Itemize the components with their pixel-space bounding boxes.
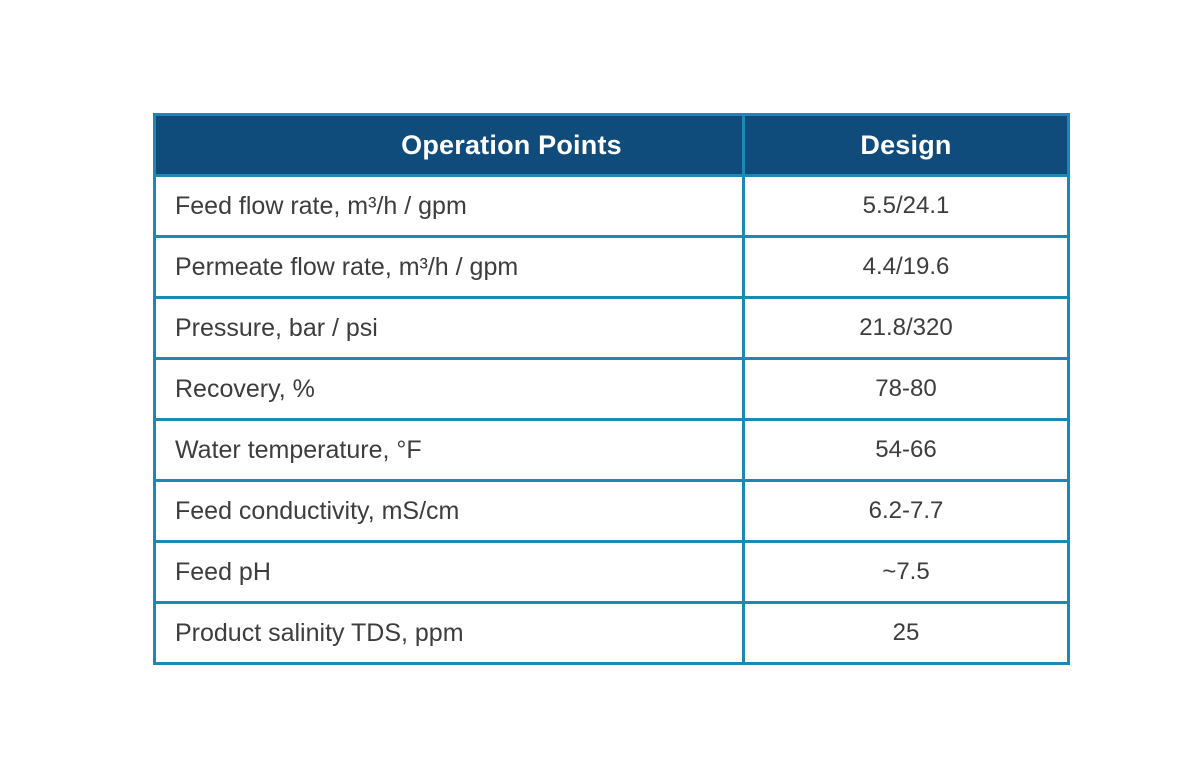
row-label-product-salinity: Product salinity TDS, ppm [153, 601, 745, 665]
row-value-permeate-flow-rate: 4.4/19.6 [742, 235, 1070, 299]
header-design: Design [742, 113, 1070, 177]
table-row: Water temperature, °F 54-66 [153, 418, 1070, 482]
header-operation-points: Operation Points [153, 113, 745, 177]
row-value-feed-conductivity: 6.2-7.7 [742, 479, 1070, 543]
row-value-pressure: 21.8/320 [742, 296, 1070, 360]
row-value-feed-flow-rate: 5.5/24.1 [742, 174, 1070, 238]
table-row: Permeate flow rate, m³/h / gpm 4.4/19.6 [153, 235, 1070, 299]
row-value-recovery: 78-80 [742, 357, 1070, 421]
row-label-water-temperature: Water temperature, °F [153, 418, 745, 482]
table-row: Feed conductivity, mS/cm 6.2-7.7 [153, 479, 1070, 543]
table-row: Pressure, bar / psi 21.8/320 [153, 296, 1070, 360]
table-row: Product salinity TDS, ppm 25 [153, 601, 1070, 665]
row-label-permeate-flow-rate: Permeate flow rate, m³/h / gpm [153, 235, 745, 299]
header-row: Operation Points Design [153, 113, 1070, 177]
row-label-pressure: Pressure, bar / psi [153, 296, 745, 360]
row-value-water-temperature: 54-66 [742, 418, 1070, 482]
row-value-product-salinity: 25 [742, 601, 1070, 665]
row-label-recovery: Recovery, % [153, 357, 745, 421]
row-label-feed-ph: Feed pH [153, 540, 745, 604]
row-value-feed-ph: ~7.5 [742, 540, 1070, 604]
row-label-feed-conductivity: Feed conductivity, mS/cm [153, 479, 745, 543]
table-row: Recovery, % 78-80 [153, 357, 1070, 421]
table-row: Feed pH ~7.5 [153, 540, 1070, 604]
table-row: Feed flow rate, m³/h / gpm 5.5/24.1 [153, 174, 1070, 238]
row-label-feed-flow-rate: Feed flow rate, m³/h / gpm [153, 174, 745, 238]
operation-points-table: Operation Points Design Feed flow rate, … [153, 113, 1070, 665]
